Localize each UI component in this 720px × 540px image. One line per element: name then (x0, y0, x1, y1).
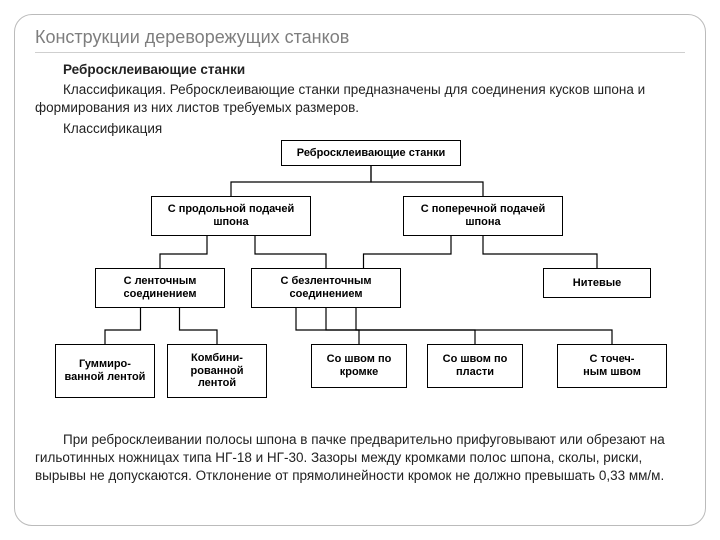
tree-node-gum: Гуммиро- ванной лентой (55, 344, 155, 398)
footer-paragraph: При ребросклеивании полосы шпона в пачке… (35, 431, 685, 486)
paragraph-2: Классификация (35, 120, 685, 138)
slide-frame: Конструкции дереворежущих станков Реброс… (14, 14, 706, 526)
tree-node-thread: Нитевые (543, 268, 651, 298)
tree-node-seamk: Со швом по кромке (311, 344, 407, 388)
page-title: Конструкции дереворежущих станков (35, 27, 685, 53)
classification-tree: Ребросклеивающие станки С продольной пода… (35, 140, 695, 425)
tree-node-tape: С ленточным соединением (95, 268, 225, 308)
tree-node-dotted: С точеч- ным швом (557, 344, 667, 388)
tree-node-comb: Комбини- рованной лентой (167, 344, 267, 398)
section-heading: Ребросклеивающие станки (35, 61, 685, 79)
tree-node-seamp: Со швом по пласти (427, 344, 523, 388)
paragraph-1: Классификация. Ребросклеивающие станки п… (35, 81, 685, 117)
tree-node-long: С продольной подачей шпона (151, 196, 311, 236)
tree-node-cross: С поперечной подачей шпона (403, 196, 563, 236)
tree-node-root: Ребросклеивающие станки (281, 140, 461, 166)
tree-node-notape: С безленточным соединением (251, 268, 401, 308)
